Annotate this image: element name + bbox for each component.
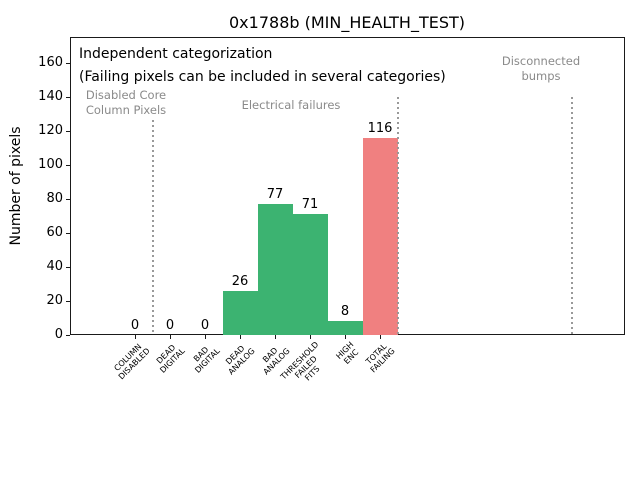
bar <box>362 137 398 335</box>
y-tick <box>66 334 70 336</box>
bar <box>222 290 258 335</box>
y-tick-label: 120 <box>38 123 63 138</box>
x-tick <box>344 335 346 339</box>
bar-value-label: 0 <box>130 318 140 333</box>
bar-value-label: 0 <box>165 318 175 333</box>
x-tick-label: DEAD DIGITAL <box>154 342 187 375</box>
x-tick <box>169 335 171 339</box>
x-tick <box>379 335 381 339</box>
bar-value-label: 77 <box>266 187 284 203</box>
x-tick-label: COLUMN DISABLED <box>112 342 152 382</box>
bar <box>292 214 328 335</box>
y-tick-label: 40 <box>46 259 63 274</box>
y-tick <box>66 164 70 166</box>
bar-value-label: 71 <box>301 197 319 213</box>
y-tick <box>66 266 70 268</box>
y-tick-label: 160 <box>38 55 63 70</box>
chart-title: 0x1788b (MIN_HEALTH_TEST) <box>229 13 465 32</box>
y-tick <box>66 62 70 64</box>
y-tick <box>66 300 70 302</box>
y-tick <box>66 130 70 132</box>
y-tick-label: 100 <box>38 157 63 172</box>
section-divider-line <box>397 97 399 334</box>
bar-value-label: 116 <box>367 120 393 136</box>
y-tick <box>66 96 70 98</box>
annotation-subnote: (Failing pixels can be included in sever… <box>79 69 446 85</box>
x-tick <box>239 335 241 339</box>
y-tick-label: 80 <box>46 191 63 206</box>
x-tick <box>309 335 311 339</box>
x-tick <box>204 335 206 339</box>
section-label-disabled-core: Disabled Core Column Pixels <box>85 88 167 117</box>
x-tick-label: BAD DIGITAL <box>191 345 222 375</box>
section-divider-line <box>152 120 154 334</box>
section-label-electrical-failures: Electrical failures <box>241 98 341 112</box>
bar-value-label: 0 <box>200 318 210 333</box>
y-tick <box>66 232 70 234</box>
bar-value-label: 26 <box>231 273 249 289</box>
bar <box>327 321 363 335</box>
section-divider-line <box>571 97 573 334</box>
y-tick <box>66 198 70 200</box>
y-tick-label: 140 <box>38 89 63 104</box>
y-tick-label: 20 <box>46 293 63 308</box>
y-tick-label: 60 <box>46 225 63 240</box>
y-tick-label: 0 <box>54 327 63 342</box>
x-tick-label: TOTAL FAILING <box>364 341 397 375</box>
bar <box>257 204 293 335</box>
x-tick-label: HIGH ENC <box>334 340 361 366</box>
x-tick <box>134 335 136 339</box>
x-tick <box>274 335 276 339</box>
section-label-disconnected-bumps: Disconnected bumps <box>501 54 581 83</box>
y-axis-label: Number of pixels <box>8 126 24 246</box>
bar-value-label: 8 <box>340 304 350 320</box>
x-tick-label: DEAD ANALOG <box>224 343 257 377</box>
annotation-note: Independent categorization <box>79 46 273 62</box>
